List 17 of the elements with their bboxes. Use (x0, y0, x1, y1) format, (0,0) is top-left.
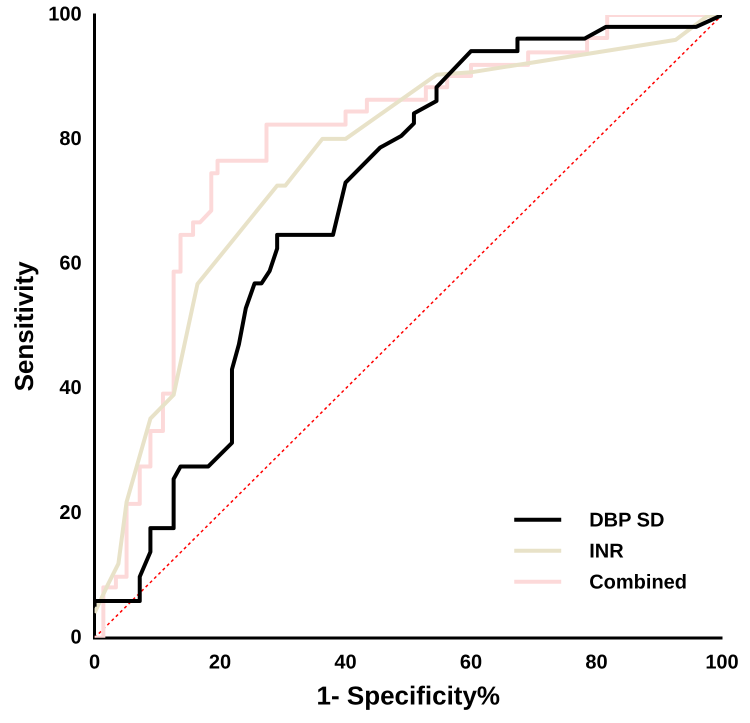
legend-label: Combined (589, 571, 688, 594)
y-tick-label: 20 (59, 502, 82, 524)
y-axis-title: Sensitivity (8, 260, 39, 392)
x-tick-label: 60 (460, 651, 482, 674)
x-axis-title: 1- Specificity% (316, 680, 500, 711)
x-tick-label: 40 (334, 651, 357, 674)
legend-label: INR (589, 540, 624, 562)
y-tick-label: 100 (48, 4, 82, 26)
x-tick-label: 80 (585, 651, 608, 674)
x-tick-label: 20 (208, 651, 232, 674)
y-tick-label: 80 (59, 128, 82, 150)
legend-label: DBP SD (589, 509, 664, 532)
x-tick-label: 0 (89, 651, 100, 674)
y-tick-label: 0 (70, 626, 82, 648)
y-tick-label: 60 (59, 252, 82, 275)
y-tick-label: 40 (59, 377, 82, 400)
x-tick-label: 100 (705, 651, 739, 674)
